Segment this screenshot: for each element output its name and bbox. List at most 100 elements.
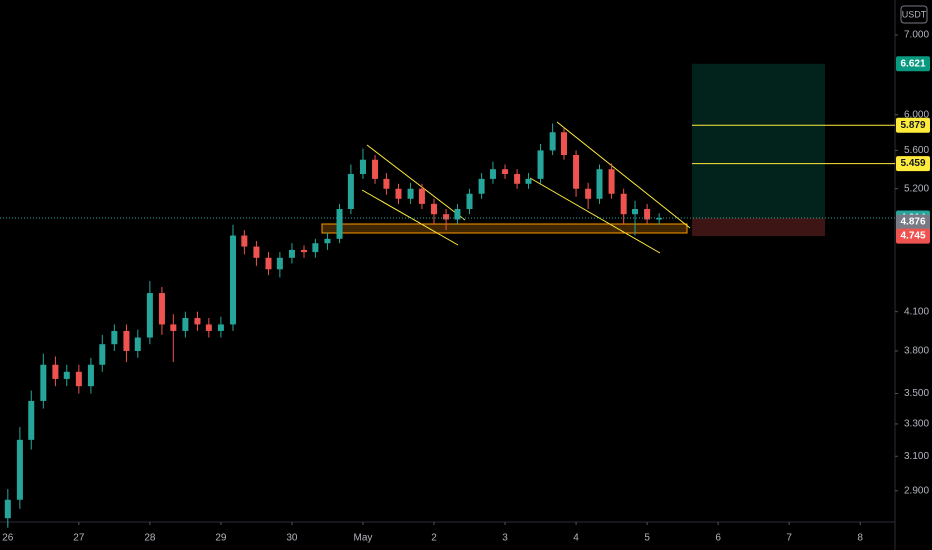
candle-body (146, 293, 153, 338)
y-tick-label: 5.200 (904, 183, 929, 194)
candle-body (75, 371, 82, 387)
price-tag (896, 56, 930, 72)
candle-body (620, 193, 627, 215)
stop-zone (692, 217, 825, 237)
price-tag-label: 4.745 (900, 231, 925, 242)
candle-body (301, 249, 308, 253)
candle-body (608, 169, 615, 194)
candle-body (537, 150, 544, 179)
currency[interactable]: USDT (902, 9, 927, 19)
y-tick-label: 4.100 (904, 306, 929, 317)
price-tag-label: 5.879 (900, 120, 925, 131)
x-tick-label: 2 (431, 533, 437, 544)
candle-body (182, 318, 189, 331)
candle-body (347, 174, 354, 210)
candle-body (99, 344, 106, 365)
candle-body (431, 203, 438, 215)
x-tick-label: 27 (73, 533, 85, 544)
x-tick-label: 29 (215, 533, 227, 544)
x-tick-label: 30 (286, 533, 298, 544)
x-tick-label: 4 (573, 533, 579, 544)
x-tick-label: 6 (715, 533, 721, 544)
candle-body (478, 178, 485, 194)
candle-body (217, 324, 224, 331)
candle-body (28, 400, 35, 440)
candle-body (87, 364, 94, 387)
price-tag (896, 117, 930, 133)
candle-body (63, 371, 70, 379)
candle-body (407, 188, 414, 199)
trendline (556, 121, 691, 229)
candle-body (336, 209, 343, 239)
candle-body (229, 235, 236, 325)
candle-body (573, 155, 580, 189)
candle-body (205, 324, 212, 331)
x-tick-label: 7 (786, 533, 792, 544)
candle-body (158, 293, 165, 325)
candle-body (596, 169, 603, 199)
candle-body (16, 439, 23, 500)
price-tag-label: 5.459 (900, 158, 925, 169)
y-tick-label: 5.600 (904, 145, 929, 156)
x-tick-label: 26 (2, 533, 14, 544)
candle-body (324, 238, 331, 244)
candle-body (644, 209, 651, 220)
x-tick-label: 5 (644, 533, 650, 544)
candle-body (253, 246, 260, 258)
candle-body (489, 169, 496, 179)
candle-body (656, 217, 663, 220)
candle-body (4, 499, 11, 519)
candle-body (372, 159, 379, 179)
candle-body (170, 324, 177, 331)
y-tick-label: 3.300 (904, 419, 929, 430)
price-tag-label: 6.621 (900, 58, 925, 69)
candle-body (241, 235, 248, 247)
candle-body (466, 193, 473, 210)
candle-body (123, 330, 130, 351)
y-tick-label: 3.100 (904, 451, 929, 462)
candle-body (454, 209, 461, 220)
candle-body (40, 364, 47, 401)
candle-body (288, 249, 295, 258)
x-tick-label: 3 (502, 533, 508, 544)
trendline (361, 189, 459, 246)
y-tick-label: 3.500 (904, 388, 929, 399)
candle-body (549, 132, 556, 151)
candle-body (395, 188, 402, 199)
candle-body (134, 337, 141, 351)
candle-body (312, 243, 319, 253)
trendline (529, 177, 661, 254)
price-tag (896, 228, 930, 244)
candle-body (560, 132, 567, 156)
candle-body (194, 318, 201, 325)
drawings (321, 121, 691, 254)
candle-body (632, 209, 639, 215)
x-tick-label: 8 (857, 533, 863, 544)
candle-body (443, 214, 450, 220)
candle-body (359, 159, 366, 175)
candle-body (418, 188, 425, 204)
x-tick-label: 28 (144, 533, 156, 544)
candle-body (111, 330, 118, 345)
y-tick-label: 3.800 (904, 346, 929, 357)
currency-box[interactable] (900, 5, 928, 24)
candle-body (514, 174, 521, 184)
x-tick-label: May (354, 533, 373, 544)
candle-body (383, 178, 390, 189)
candle-body (276, 257, 283, 270)
candle-body (502, 169, 509, 175)
candle-body (585, 188, 592, 199)
price-tag (896, 156, 930, 172)
support-zone (321, 223, 688, 234)
y-tick-label: 2.900 (904, 485, 929, 496)
y-tick-label: 6.000 (904, 109, 929, 120)
price-tag (896, 214, 930, 230)
y-tick-label: 7.000 (904, 30, 929, 41)
target-zone (692, 63, 825, 218)
price-tag-label: 4.876 (900, 217, 925, 228)
candle-body (265, 257, 272, 270)
candle-body (52, 364, 59, 379)
candle-body (525, 178, 532, 184)
trendline (366, 144, 466, 221)
